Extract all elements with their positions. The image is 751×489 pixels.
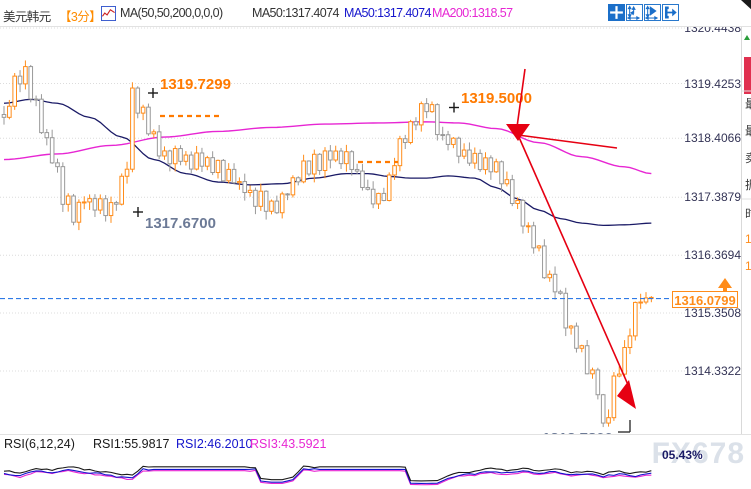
svg-text:1319.7299: 1319.7299 <box>160 76 231 93</box>
svg-text:1317.6700: 1317.6700 <box>145 215 216 232</box>
